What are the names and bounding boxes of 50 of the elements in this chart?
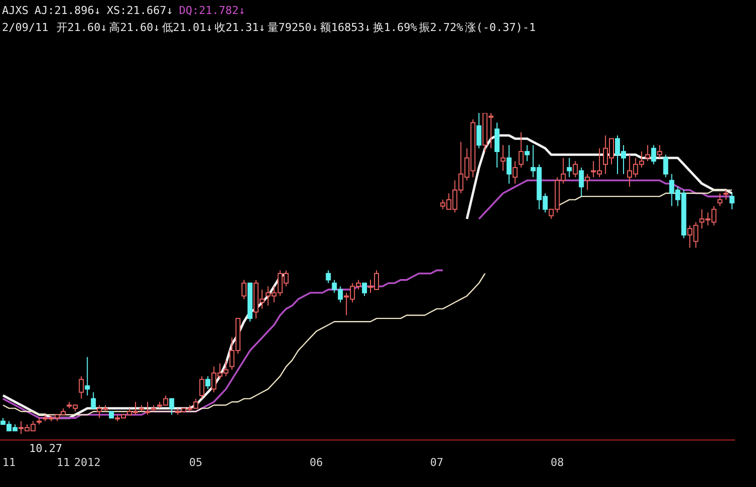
- candlestick: [723, 190, 728, 200]
- text: AJXS: [2, 4, 28, 17]
- candlestick: [90, 392, 96, 409]
- x-tick-label: 11: [2, 456, 16, 469]
- candlestick: [512, 160, 518, 184]
- text: 涨(-0.37)-1: [465, 21, 536, 34]
- candlestick: [717, 192, 722, 207]
- candlestick: [476, 113, 482, 149]
- text: XS:21.667↓: [106, 4, 173, 17]
- x-tick-label: 06: [310, 456, 323, 469]
- x-tick-label: 05: [189, 456, 202, 469]
- candlestick: [584, 173, 590, 191]
- x-tick-label: 07: [430, 456, 444, 469]
- candlestick: [578, 167, 584, 197]
- candlestick: [518, 132, 524, 168]
- candlestick: [651, 144, 656, 165]
- text: 换1.69%: [372, 21, 417, 34]
- text: 高21.60↓: [109, 21, 160, 34]
- text: 低21.01↓: [162, 21, 213, 34]
- candlestick: [84, 356, 90, 396]
- text: 10.27: [29, 442, 62, 455]
- candlestick: [199, 376, 204, 400]
- candlestick: [657, 144, 662, 158]
- candlestick: [729, 192, 734, 210]
- candlestick: [362, 282, 367, 296]
- text: 额16853↓: [320, 21, 371, 34]
- text: AJ:21.896↓: [34, 4, 101, 17]
- candlestick: [524, 144, 530, 162]
- x-tick-label: 2012: [74, 456, 101, 469]
- x-tick-label: 11: [56, 456, 70, 469]
- candlestick: [645, 144, 650, 162]
- x-tick-label: 08: [550, 456, 564, 469]
- candlestick: [241, 279, 246, 300]
- candlestick: [78, 376, 84, 400]
- candlestick: [663, 154, 668, 178]
- candlestick: [205, 376, 210, 390]
- candlestick: [566, 157, 572, 178]
- candlestick: [326, 270, 331, 284]
- text: 振2.72%: [418, 21, 464, 34]
- candlestick: [494, 122, 500, 168]
- candlestick: [500, 144, 506, 172]
- candlestick: [506, 144, 512, 184]
- candlestick: [169, 398, 174, 416]
- candlestick: [145, 401, 150, 416]
- text: 2/09/11: [2, 21, 48, 34]
- text: 量79250↓: [267, 21, 318, 34]
- text: 收21.31↓: [214, 21, 266, 34]
- text: 开21.60↓: [56, 21, 108, 34]
- text: DQ:21.782↓: [178, 4, 246, 17]
- candlestick: [572, 160, 578, 178]
